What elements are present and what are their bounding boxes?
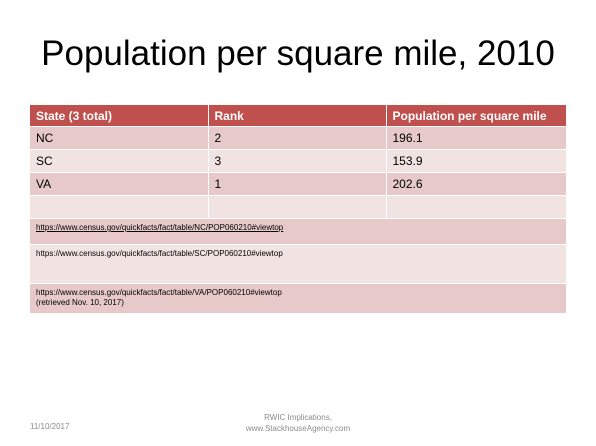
cell-state: SC [30,149,209,173]
source-row: https://www.census.gov/quickfacts/fact/t… [30,218,566,245]
footer-center: RWIC Implications, www.StackhouseAgency.… [198,412,398,434]
table-row: NC 2 196.1 [30,126,566,150]
cell-population: 153.9 [386,149,566,173]
blank-cell [208,195,387,219]
source-cell: https://www.census.gov/quickfacts/fact/t… [30,283,566,314]
table-row: VA 1 202.6 [30,172,566,196]
source-link-nc[interactable]: https://www.census.gov/quickfacts/fact/t… [36,223,284,232]
header-state: State (3 total) [30,105,209,127]
footer-line-2: www.StackhouseAgency.com [245,424,351,433]
source-text-va: https://www.census.gov/quickfacts/fact/t… [36,288,282,297]
source-cell: https://www.census.gov/quickfacts/fact/t… [30,218,566,245]
source-cell: https://www.census.gov/quickfacts/fact/t… [30,244,566,284]
footer-line-1: RWIC Implications, [264,413,332,422]
source-row: https://www.census.gov/quickfacts/fact/t… [30,244,566,284]
table-header-row: State (3 total) Rank Population per squa… [30,105,566,127]
source-row: https://www.census.gov/quickfacts/fact/t… [30,283,566,314]
cell-population: 196.1 [386,126,566,150]
cell-population: 202.6 [386,172,566,196]
header-rank: Rank [208,105,387,127]
retrieved-note: (retrieved Nov. 10, 2017) [36,298,124,307]
cell-rank: 3 [208,149,387,173]
blank-cell [386,195,566,219]
footer-date: 11/10/2017 [30,422,70,431]
cell-state: VA [30,172,209,196]
slide-title: Population per square mile, 2010 [41,34,555,73]
blank-cell [30,195,209,219]
population-table: State (3 total) Rank Population per squa… [30,105,566,314]
cell-rank: 1 [208,172,387,196]
source-text-sc: https://www.census.gov/quickfacts/fact/t… [36,249,283,258]
header-population: Population per square mile [386,105,566,127]
table-row: SC 3 153.9 [30,149,566,173]
cell-state: NC [30,126,209,150]
blank-row [30,195,566,219]
cell-rank: 2 [208,126,387,150]
